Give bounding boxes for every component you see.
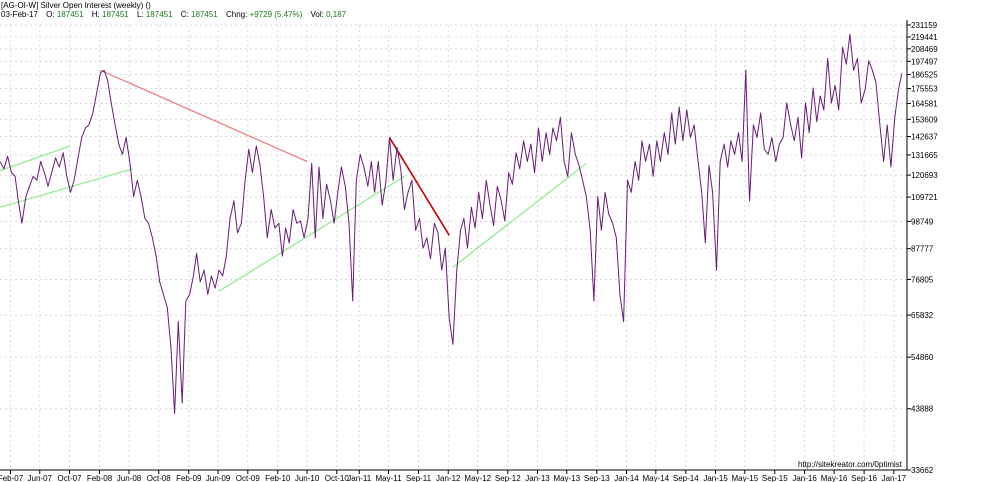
x-tick-label: Jan-17 [882, 474, 907, 482]
quote-close-label: C: [180, 10, 189, 19]
quote-close-value: 187451 [191, 10, 218, 19]
quote-volume-label: Vol: [310, 10, 324, 19]
x-tick-label: Feb-09 [176, 474, 202, 482]
x-tick-label: Feb-08 [87, 474, 113, 482]
quote-date: 03-Feb-17 [1, 10, 38, 19]
x-tick-label: Sep-16 [851, 474, 877, 482]
quote-low-value: 187451 [145, 10, 173, 19]
series-line [0, 33, 903, 414]
y-tick-label: 98749 [911, 217, 934, 226]
credit-text: http://sitekreator.com/0ptimist [798, 460, 903, 469]
y-tick-label: 43888 [911, 405, 934, 414]
series [0, 33, 903, 414]
y-tick-label: 120693 [911, 171, 938, 180]
quote-change: Chng: +9729 (5.47%) [226, 10, 302, 19]
x-tick-label: May-11 [375, 474, 402, 482]
quote-volume: Vol: 0,187 [311, 10, 347, 19]
y-tick-label: 131665 [911, 151, 938, 160]
y-tick-label: 231159 [911, 21, 938, 30]
trendline-salmon [100, 69, 308, 163]
y-tick-label: 54860 [911, 353, 934, 362]
y-tick-label: 142637 [911, 133, 938, 142]
x-tick-label: Sep-13 [584, 474, 610, 482]
x-tick-label: Sep-14 [673, 474, 699, 482]
grid [0, 24, 907, 471]
x-tick-label: Sep-15 [762, 474, 788, 482]
x-tick-label: Oct-08 [147, 474, 172, 482]
y-tick-label: 65832 [911, 311, 934, 320]
x-tick-label: Jun-07 [28, 474, 53, 482]
x-tick-label: Jun-08 [117, 474, 142, 482]
quote-open-label: O: [46, 10, 55, 19]
quote-open: O: 187451 [46, 10, 83, 19]
chart-title: [AG-OI-W] Silver Open Interest (weekly) … [1, 1, 151, 10]
quote-open-value: 187451 [56, 10, 84, 19]
trendline-green [0, 145, 71, 172]
trendline-green [452, 162, 587, 268]
trendline-red [388, 137, 450, 236]
y-tick-label: 33662 [911, 466, 934, 475]
quote-volume-value: 0,187 [326, 10, 347, 19]
x-tick-label: Jun-10 [295, 474, 320, 482]
quote-close: C: 187451 [181, 10, 218, 19]
y-tick-label: 164581 [911, 99, 938, 108]
x-axis-ticks: Feb-07 Jun-07 Oct-07 Feb-08 Jun-08 Oct-08 Feb-… [0, 470, 907, 482]
x-tick-label: May-15 [731, 474, 758, 482]
x-tick-label: May-13 [553, 474, 580, 482]
x-tick-label: Feb-10 [265, 474, 291, 482]
x-tick-label: Oct-07 [57, 474, 82, 482]
x-tick-label: Jan-14 [614, 474, 639, 482]
y-tick-label: 186525 [911, 71, 938, 80]
x-tick-label: Jan-13 [525, 474, 550, 482]
x-tick-label: Oct-10 [325, 474, 350, 482]
x-tick-label: Jun-09 [206, 474, 231, 482]
x-tick-label: Feb-07 [0, 474, 24, 482]
quote-high-value: 187451 [102, 10, 129, 19]
y-tick-label: 197497 [911, 57, 938, 66]
y-tick-label: 219441 [911, 33, 938, 42]
trendline-green [218, 175, 405, 292]
y-tick-label: 76805 [911, 275, 934, 284]
x-tick-label: Sep-12 [495, 474, 521, 482]
y-tick-label: 153609 [911, 115, 938, 124]
y-tick-label: 208469 [911, 45, 938, 54]
quote-high-label: H: [91, 10, 100, 19]
quote-high: H: 187451 [92, 10, 129, 19]
quote-change-value: +9729 (5.47%) [249, 10, 303, 19]
x-tick-label: May-12 [464, 474, 491, 482]
x-tick-label: May-16 [821, 474, 848, 482]
quote-change-label: Chng: [225, 10, 248, 19]
y-tick-label: 175553 [911, 85, 938, 94]
x-tick-label: Jan-16 [792, 474, 817, 482]
y-tick-label: 87777 [911, 245, 934, 254]
quote-low: L: 187451 [137, 10, 173, 19]
x-tick-label: Jan-12 [436, 474, 461, 482]
x-tick-label: Oct-09 [236, 474, 261, 482]
trendline-green [0, 168, 133, 208]
y-tick-label: 109721 [911, 193, 938, 202]
x-tick-label: Sep-11 [406, 474, 432, 482]
quote-line: 03-Feb-17 O: 187451 H: 187451 L: 187451 … [1, 10, 352, 20]
quote-low-label: L: [136, 10, 144, 19]
x-tick-label: Jan-11 [347, 474, 371, 482]
x-tick-label: Jan-15 [703, 474, 728, 482]
y-axis-ticks: 231159 219441 208469 197497 186525 175553 1645… [907, 21, 938, 475]
x-tick-label: May-14 [642, 474, 669, 482]
trendlines [0, 69, 587, 292]
